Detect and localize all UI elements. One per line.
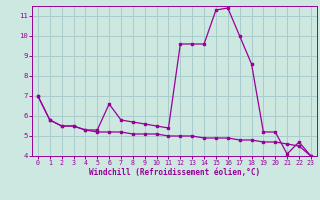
X-axis label: Windchill (Refroidissement éolien,°C): Windchill (Refroidissement éolien,°C) — [89, 168, 260, 177]
